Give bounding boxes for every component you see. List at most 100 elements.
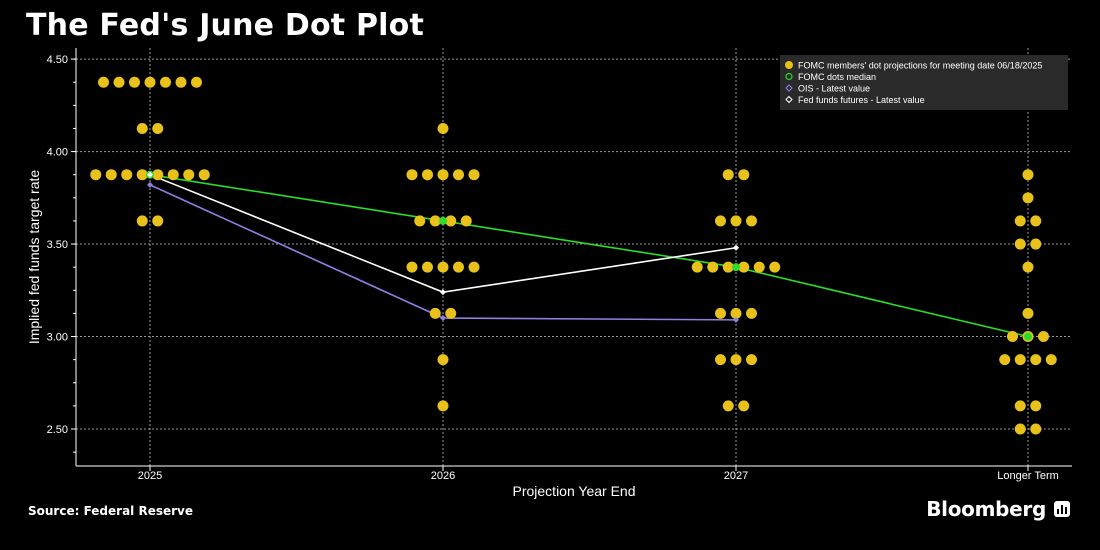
fomc-dot bbox=[98, 76, 109, 88]
fomc-dot bbox=[769, 261, 781, 273]
fomc-dot bbox=[1030, 400, 1042, 412]
ois-marker bbox=[440, 315, 446, 322]
fomc-dot bbox=[753, 261, 765, 273]
fomc-dot bbox=[191, 76, 202, 88]
fomc-dot bbox=[715, 215, 726, 227]
fomc-dot bbox=[468, 169, 480, 181]
fomc-dot bbox=[183, 169, 195, 181]
fomc-dot bbox=[453, 169, 464, 181]
fomc-dot bbox=[1038, 331, 1049, 343]
fomc-dot bbox=[730, 215, 742, 227]
legend-diamond-marker bbox=[785, 95, 793, 104]
fomc-dot bbox=[414, 215, 426, 227]
fomc-dot bbox=[738, 169, 750, 181]
fomc-dot bbox=[746, 307, 757, 319]
fomc-dot bbox=[1022, 192, 1034, 204]
fomc-dot bbox=[715, 307, 726, 319]
y-tick-label: 4.50 bbox=[47, 54, 68, 66]
fomc-dot bbox=[1007, 331, 1018, 343]
brand-name: Bloomberg bbox=[926, 497, 1046, 521]
dot-projections bbox=[90, 76, 1057, 435]
fomc-dot bbox=[746, 354, 757, 366]
legend-label: OIS - Latest value bbox=[798, 84, 870, 94]
fomc-dot bbox=[144, 76, 156, 88]
y-axis-title: Implied fed funds target rate bbox=[26, 170, 42, 345]
fomc-dot bbox=[445, 307, 457, 319]
fomc-dot bbox=[167, 169, 179, 181]
fomc-dot bbox=[738, 261, 750, 273]
fomc-dot bbox=[730, 307, 742, 319]
fomc-dot bbox=[136, 122, 148, 134]
legend-ring-marker bbox=[785, 72, 793, 81]
ois-marker bbox=[147, 181, 153, 188]
x-tick-label: 2025 bbox=[138, 470, 162, 482]
fomc-dot bbox=[1030, 215, 1042, 227]
fomc-dot bbox=[453, 261, 464, 273]
fomc-dot bbox=[160, 76, 171, 88]
fomc-dot bbox=[429, 307, 441, 319]
legend-diamond-marker bbox=[785, 84, 793, 92]
fomc-dot bbox=[1030, 238, 1042, 250]
fomc-dot bbox=[90, 169, 102, 181]
fomc-dot bbox=[422, 261, 433, 273]
fomc-dot bbox=[136, 215, 148, 227]
fomc-dot bbox=[437, 400, 449, 412]
legend: FOMC members' dot projections for meetin… bbox=[780, 55, 1068, 110]
fomc-dot bbox=[1045, 354, 1057, 366]
fomc-dot bbox=[113, 76, 125, 88]
series-lines bbox=[149, 173, 1029, 338]
legend-dot-marker bbox=[785, 61, 793, 69]
fomc-dot bbox=[429, 215, 441, 227]
source-note: Source: Federal Reserve bbox=[28, 504, 193, 518]
grid-lines bbox=[76, 48, 1072, 466]
fomc-dot bbox=[437, 354, 449, 366]
fomc-dot bbox=[406, 169, 418, 181]
brand-logo: Bloomberg bbox=[926, 497, 1070, 521]
futures-marker bbox=[733, 244, 739, 251]
y-tick-label: 2.50 bbox=[47, 424, 68, 436]
bar-chart-icon bbox=[1054, 501, 1070, 517]
fomc-dot bbox=[437, 169, 449, 181]
legend-label: FOMC dots median bbox=[798, 72, 876, 82]
futures-marker bbox=[440, 289, 446, 296]
median-line bbox=[149, 173, 1029, 338]
fomc-dot bbox=[746, 215, 757, 227]
fomc-dot bbox=[136, 169, 148, 181]
ois-marker bbox=[733, 316, 739, 323]
fomc-dot bbox=[198, 169, 210, 181]
fomc-dot bbox=[152, 215, 164, 227]
fomc-dot bbox=[175, 76, 187, 88]
fomc-dot bbox=[1014, 354, 1026, 366]
y-tick-label: 3.50 bbox=[47, 239, 68, 251]
chart-title: The Fed's June Dot Plot bbox=[26, 8, 424, 43]
fomc-dot bbox=[406, 261, 418, 273]
fomc-dot bbox=[121, 169, 133, 181]
axes: 2.50 3.00 3.50 4.00 4.50 2025 2026 2027 Longer T… bbox=[26, 48, 1072, 499]
fomc-dot bbox=[152, 169, 164, 181]
legend-box bbox=[780, 55, 1068, 110]
fomc-dot bbox=[1014, 400, 1026, 412]
fomc-dot bbox=[468, 261, 480, 273]
legend-label: Fed funds futures - Latest value bbox=[798, 95, 925, 105]
fomc-dot bbox=[730, 354, 742, 366]
fomc-dot bbox=[1014, 215, 1026, 227]
fomc-dot bbox=[691, 261, 703, 273]
fomc-dot bbox=[1014, 423, 1026, 435]
fomc-dot bbox=[105, 169, 117, 181]
x-tick-label: 2027 bbox=[724, 470, 748, 482]
y-tick-label: 3.00 bbox=[47, 332, 68, 344]
fomc-dot bbox=[1030, 423, 1042, 435]
y-tick-label: 4.00 bbox=[47, 147, 68, 159]
fomc-dot bbox=[1014, 238, 1026, 250]
fomc-dot bbox=[715, 354, 726, 366]
fomc-dot bbox=[738, 400, 750, 412]
x-tick-label: 2026 bbox=[431, 470, 455, 482]
median-marker bbox=[732, 263, 740, 272]
fomc-dot bbox=[129, 76, 140, 88]
x-tick-label: Longer Term bbox=[997, 470, 1059, 482]
fomc-dot bbox=[722, 261, 734, 273]
fomc-dot bbox=[1022, 307, 1034, 319]
fomc-dot bbox=[722, 169, 734, 181]
median-marker bbox=[1024, 332, 1032, 341]
